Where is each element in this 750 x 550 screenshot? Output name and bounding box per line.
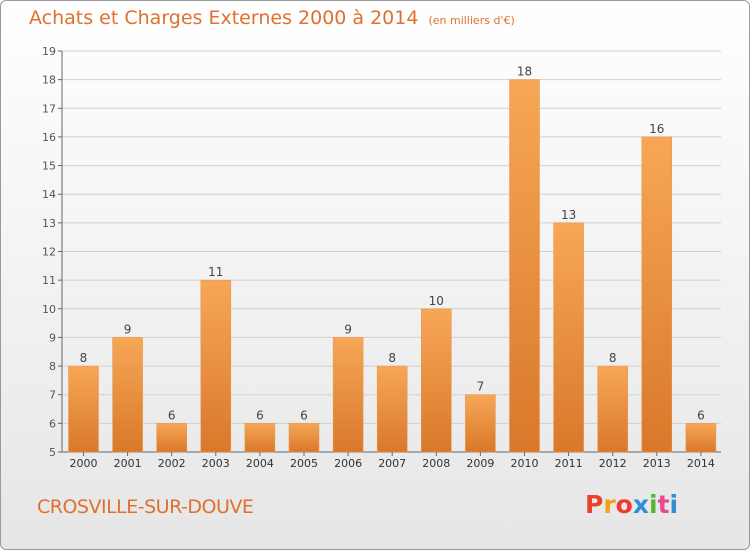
data-label: 11	[208, 265, 223, 279]
bar-2002	[156, 423, 187, 453]
axis-layer: 5 6 7 8 9 10 11 12 13 14 15 16 17 18 19 2000 2001 2002 200…	[42, 45, 721, 470]
data-label: 7	[477, 380, 485, 394]
y-tick-label: 14	[42, 188, 56, 201]
bar-2006	[332, 337, 364, 453]
y-tick-label: 19	[42, 45, 56, 58]
bar-2012	[597, 365, 628, 453]
x-tick-label: 2009	[466, 457, 494, 470]
y-tick-label: 11	[42, 274, 56, 287]
data-label: 8	[80, 351, 88, 365]
y-tick-label: 12	[42, 246, 56, 259]
data-label: 6	[697, 408, 705, 422]
logo-letter: x	[632, 490, 649, 519]
y-tick-label: 9	[49, 331, 56, 344]
data-label: 8	[388, 351, 396, 365]
y-tick-label: 15	[42, 160, 56, 173]
data-label: 13	[561, 208, 576, 222]
proxiti-logo: Proxiti	[585, 490, 678, 519]
x-tick-label: 2010	[511, 457, 539, 470]
x-tick-label: 2004	[246, 457, 274, 470]
bar-2005	[288, 423, 320, 453]
bar-2007	[376, 365, 408, 453]
x-tick-label: 2003	[202, 457, 230, 470]
logo-letter: o	[615, 490, 633, 519]
y-tick-label: 18	[42, 74, 56, 87]
x-tick-label: 2013	[643, 457, 671, 470]
x-tick-label: 2001	[114, 457, 142, 470]
x-tick-label: 2006	[334, 457, 362, 470]
x-tick-label: 2000	[70, 457, 98, 470]
chart-unit: (en milliers d'€)	[428, 14, 515, 27]
x-tick-label: 2007	[378, 457, 406, 470]
y-tick-label: 13	[42, 217, 56, 230]
bar-2014	[685, 423, 717, 453]
label-layer: 8 9 6 11 6 6 9 8 10 7 18 13 8 16 6	[80, 65, 705, 423]
chart-title-text: Achats et Charges Externes 2000 à 2014	[29, 7, 419, 29]
x-tick-label: 2014	[687, 457, 715, 470]
data-label: 6	[168, 408, 176, 422]
data-label: 8	[609, 351, 617, 365]
y-tick-label: 16	[42, 131, 56, 144]
bar-layer	[68, 79, 717, 453]
bar-2000	[68, 365, 99, 453]
logo-letter: t	[657, 490, 670, 519]
data-label: 16	[649, 122, 664, 136]
logo-letter: i	[669, 490, 679, 519]
bar-2010	[509, 79, 540, 453]
y-tick-label: 6	[49, 417, 56, 430]
y-tick-label: 17	[42, 102, 56, 115]
data-label: 9	[344, 322, 352, 336]
y-tick-label: 7	[49, 389, 56, 402]
logo-letter: P	[585, 490, 604, 519]
data-label: 10	[429, 294, 444, 308]
x-tick-label: 2008	[422, 457, 450, 470]
data-label: 18	[517, 65, 532, 79]
data-label: 9	[124, 322, 132, 336]
x-tick-label: 2002	[158, 457, 186, 470]
commune-name: CROSVILLE-SUR-DOUVE	[37, 496, 254, 518]
logo-letter: i	[649, 490, 658, 519]
y-tick-label: 10	[42, 303, 56, 316]
x-tick-label: 2011	[555, 457, 583, 470]
data-label: 6	[256, 408, 264, 422]
y-tick-label: 8	[49, 360, 56, 373]
x-tick-label: 2005	[290, 457, 318, 470]
data-label: 6	[300, 408, 308, 422]
logo-letter: r	[603, 490, 616, 519]
bar-2013	[641, 136, 673, 453]
bar-2008	[421, 308, 452, 453]
bar-2003	[200, 279, 232, 453]
y-tick-label: 5	[49, 446, 56, 459]
chart-title: Achats et Charges Externes 2000 à 2014 (e…	[29, 7, 515, 29]
bar-2001	[112, 337, 143, 453]
bar-2011	[553, 222, 584, 453]
x-tick-label: 2012	[599, 457, 627, 470]
bar-2004	[244, 423, 276, 453]
bar-2009	[465, 394, 496, 453]
